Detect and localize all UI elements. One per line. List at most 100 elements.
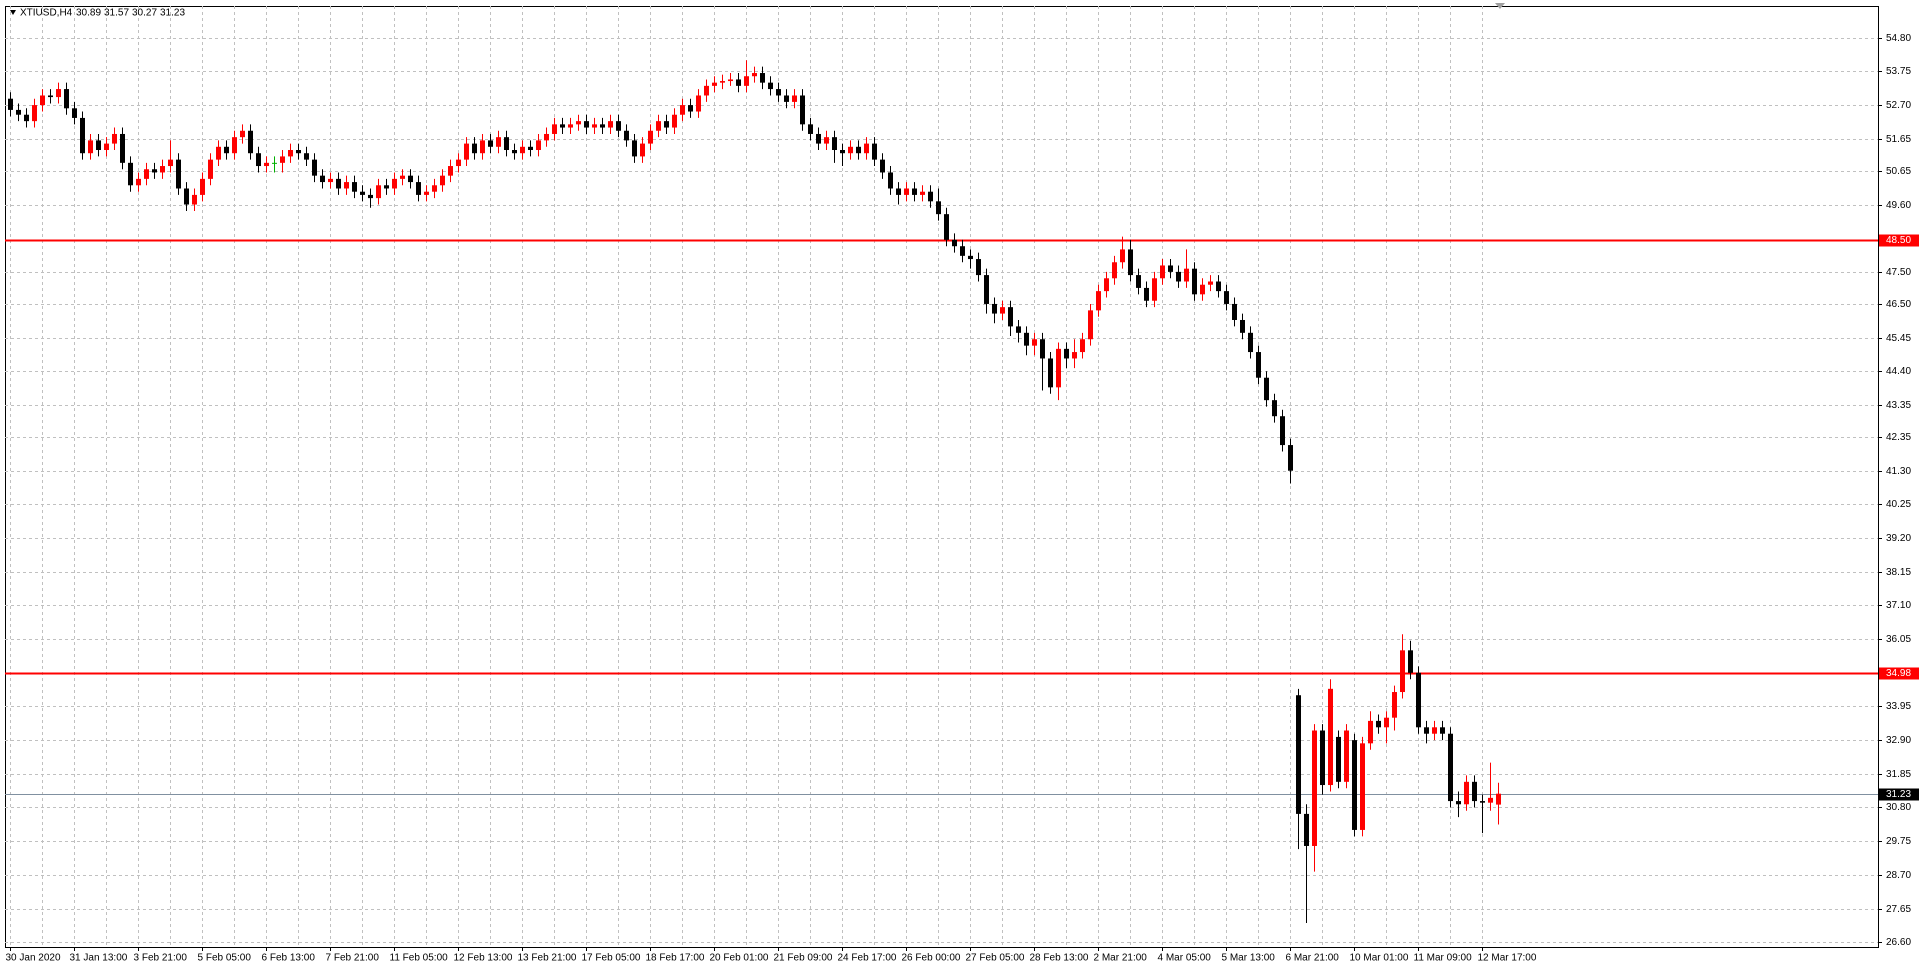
- candle-body: [688, 105, 693, 112]
- candle-body: [1360, 743, 1365, 830]
- x-tick-label: 28 Feb 13:00: [1030, 953, 1089, 964]
- x-tick-label: 30 Jan 2020: [6, 953, 61, 964]
- candle-body: [624, 130, 629, 141]
- candle-body: [464, 143, 469, 160]
- candle-body: [888, 172, 893, 189]
- x-tick-label: 4 Mar 05:00: [1158, 953, 1212, 964]
- candle-body: [1480, 801, 1485, 803]
- level-label: 34.98: [1886, 668, 1911, 679]
- candle-body: [552, 124, 557, 134]
- candle-body: [1088, 310, 1093, 340]
- candle-body: [120, 133, 125, 163]
- candle-body: [720, 81, 725, 83]
- candle-body: [696, 95, 701, 112]
- candle-body: [872, 143, 877, 160]
- candle-body: [480, 140, 485, 154]
- candle-body: [944, 214, 949, 240]
- candle-body: [1128, 249, 1133, 276]
- candle-body: [1464, 781, 1469, 805]
- candle-body: [1384, 717, 1389, 728]
- x-tick-label: 11 Mar 09:00: [1414, 953, 1473, 964]
- y-tick-label: 54.80: [1886, 33, 1911, 44]
- candle-body: [1488, 797, 1493, 803]
- x-tick-label: 10 Mar 01:00: [1350, 953, 1409, 964]
- candle-body: [848, 146, 853, 154]
- candle-body: [832, 137, 837, 151]
- candle-body: [1496, 793, 1501, 805]
- candle-body: [8, 98, 13, 110]
- candle-body: [112, 133, 117, 144]
- candle-body: [1032, 339, 1037, 346]
- candle-body: [32, 105, 37, 122]
- candle-body: [512, 150, 517, 154]
- candle-body: [1408, 650, 1413, 673]
- candle-body: [784, 95, 789, 102]
- candle-body: [1416, 672, 1421, 728]
- candle-body: [1304, 813, 1309, 846]
- candle-body: [792, 95, 797, 102]
- candle-body: [912, 188, 917, 195]
- candle-body: [1024, 332, 1029, 346]
- x-tick-label: 13 Feb 21:00: [518, 953, 577, 964]
- candle-body: [1072, 352, 1077, 359]
- candle-body: [896, 188, 901, 195]
- candle-body: [736, 79, 741, 86]
- candle-body: [864, 143, 869, 154]
- candle-body: [824, 137, 829, 144]
- header-close: 31.23: [160, 8, 185, 19]
- candle-body: [1224, 291, 1229, 304]
- candle-body: [952, 239, 957, 247]
- candle-body: [432, 185, 437, 192]
- candle-body: [1288, 445, 1293, 471]
- candle-body: [1040, 339, 1045, 359]
- candle-body: [704, 85, 709, 96]
- candle-body: [1376, 720, 1381, 728]
- y-tick-label: 32.90: [1886, 735, 1911, 746]
- candle-body: [600, 124, 605, 128]
- candle-body: [1424, 727, 1429, 734]
- candle-body: [456, 159, 461, 167]
- candle-body: [304, 153, 309, 160]
- candle-body: [248, 130, 253, 154]
- candle-body: [232, 137, 237, 154]
- candle-body: [1200, 284, 1205, 295]
- candle-body: [184, 188, 189, 205]
- x-tick-label: 7 Feb 21:00: [326, 953, 380, 964]
- candle-body: [256, 153, 261, 167]
- level-label-box: [1879, 234, 1919, 247]
- y-tick-label: 38.15: [1886, 567, 1911, 578]
- candle-body: [712, 82, 717, 86]
- chart-header: XTIUSD,H4 30.89 31.57 30.27 31.23: [10, 8, 185, 19]
- x-tick-label: 12 Mar 17:00: [1478, 953, 1537, 964]
- candle-body: [1112, 262, 1117, 279]
- x-tick-label: 31 Jan 13:00: [70, 953, 128, 964]
- candle-body: [448, 166, 453, 176]
- candle-body: [488, 140, 493, 147]
- candle-body: [88, 140, 93, 154]
- candle-body: [1048, 358, 1053, 388]
- candle-body: [368, 194, 373, 199]
- candle-body: [808, 124, 813, 134]
- candle-body: [48, 95, 53, 98]
- level-label: 48.50: [1886, 235, 1911, 246]
- candle-body: [312, 159, 317, 176]
- x-tick-label: 6 Mar 21:00: [1286, 953, 1340, 964]
- candle-body: [1320, 730, 1325, 786]
- candle-body: [1192, 268, 1197, 295]
- candle-body: [288, 150, 293, 157]
- y-tick-label: 37.10: [1886, 600, 1911, 611]
- candle-body: [1352, 740, 1357, 830]
- candle-body: [328, 178, 333, 183]
- header-high: 31.57: [104, 8, 129, 19]
- candle-body: [72, 108, 77, 118]
- candle-body: [192, 194, 197, 205]
- candle-body: [1136, 275, 1141, 288]
- candle-body: [264, 162, 269, 167]
- candle-body: [56, 89, 61, 98]
- candle-body: [1448, 733, 1453, 802]
- x-tick-label: 3 Feb 21:00: [134, 953, 188, 964]
- candle-body: [1328, 688, 1333, 786]
- candle-body: [968, 255, 973, 260]
- candle-body: [1080, 339, 1085, 353]
- candle-body: [1472, 781, 1477, 802]
